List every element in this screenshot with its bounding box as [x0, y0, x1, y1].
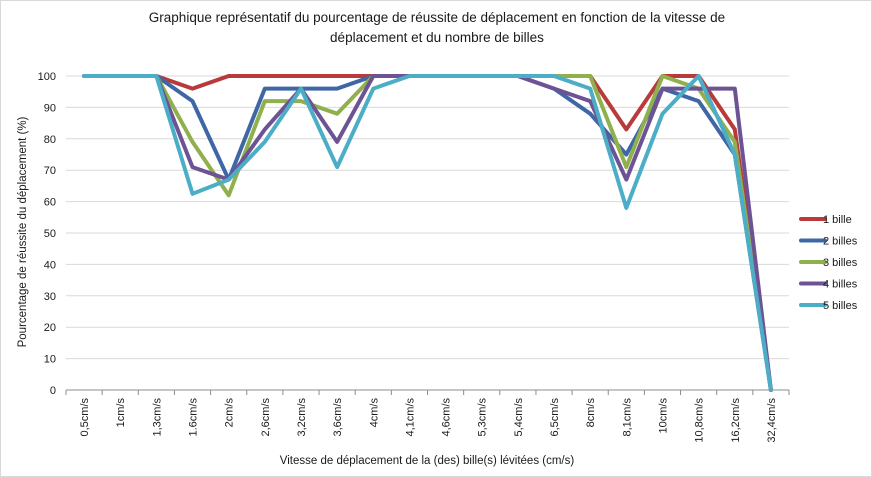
y-tick-label: 100: [38, 71, 56, 83]
y-tick-label: 50: [44, 228, 56, 240]
x-tick-label: 8,1cm/s: [621, 398, 633, 437]
x-tick-label: 5,4cm/s: [513, 398, 525, 437]
legend-label: 5 billes: [823, 300, 858, 312]
y-tick-label: 70: [44, 165, 56, 177]
y-tick-label: 90: [44, 102, 56, 114]
legend: 1 bille 2 billes 3 billes 4 billes 5 billes: [799, 214, 858, 312]
x-tick-label: 6,5cm/s: [549, 398, 561, 437]
y-tick-label: 10: [44, 354, 56, 366]
x-tick-label: 2cm/s: [224, 398, 236, 428]
y-tick-label: 40: [44, 259, 56, 271]
x-tick-label: 3,6cm/s: [332, 398, 344, 437]
x-tick-label: 4,1cm/s: [404, 398, 416, 437]
x-tick-label: 5,3cm/s: [477, 398, 489, 437]
x-tick-label: 1.6cm/s: [188, 398, 200, 437]
x-axis-title: Vitesse de déplacement de la (des) bille…: [280, 455, 575, 467]
series-line-5: [82, 74, 773, 392]
y-axis-title: Pourcentage de réussite du déplacement (…: [17, 116, 29, 347]
x-tick-label: 4cm/s: [368, 398, 380, 428]
legend-label: 1 bille: [823, 214, 852, 226]
x-tick-label: 1,3cm/s: [151, 398, 163, 437]
x-tick-label: 4,6cm/s: [441, 398, 453, 437]
x-tick-label: 8cm/s: [585, 398, 597, 428]
x-tick-label: 1cm/s: [115, 398, 127, 428]
y-tick-label: 0: [50, 385, 56, 397]
x-tick-label: 10,8cm/s: [694, 398, 706, 443]
legend-label: 2 billes: [823, 236, 858, 248]
x-tick-label: 10cm/s: [657, 398, 669, 434]
x-tick-label: 32,4cm/s: [766, 398, 778, 443]
x-tick-label: 0,5cm/s: [79, 398, 91, 437]
chart-title-line-1: Graphique représentatif du pourcentage d…: [149, 10, 725, 25]
x-tick-labels: 0,5cm/s 1cm/s 1,3cm/s 1.6cm/s 2cm/s 2,6cm/s 3,…: [79, 398, 778, 443]
legend-label: 3 billes: [823, 257, 858, 269]
y-tick-label: 60: [44, 197, 56, 209]
y-tick-label: 30: [44, 291, 56, 303]
legend-label: 4 billes: [823, 279, 858, 291]
y-tick-labels: 0 10 20 30 40 50 60 70 80 90 100: [38, 71, 56, 397]
x-tick-label: 16,2cm/s: [730, 398, 742, 443]
y-tick-label: 80: [44, 134, 56, 146]
chart-title-line-2: déplacement et du nombre de billes: [330, 30, 544, 45]
x-tick-label: 2,6cm/s: [260, 398, 272, 437]
x-tick-label: 3,2cm/s: [296, 398, 308, 437]
axes: [65, 389, 790, 395]
y-tick-label: 20: [44, 322, 56, 334]
series-lines: [82, 74, 773, 392]
